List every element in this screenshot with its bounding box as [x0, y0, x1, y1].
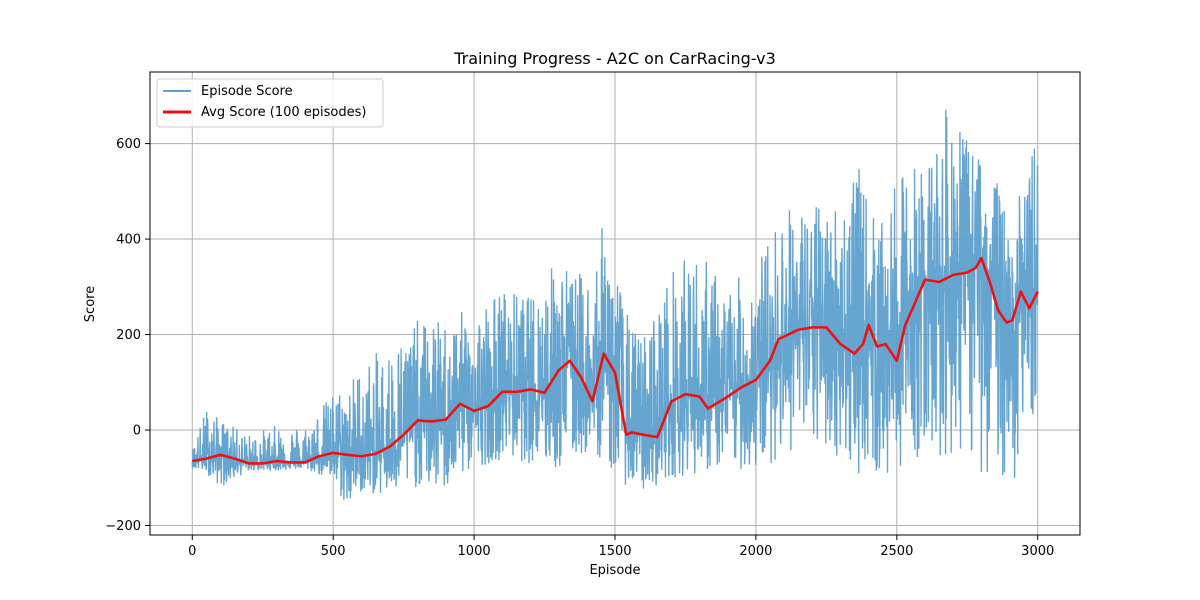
x-tick-label: 1000: [458, 544, 491, 559]
y-tick-label: 400: [116, 233, 141, 248]
x-tick-label: 0: [188, 544, 196, 559]
y-tick-label: −200: [105, 519, 141, 534]
avg-score-line: [192, 256, 1039, 465]
y-axis-ticks: −200 0 200 400 600: [105, 137, 150, 534]
x-tick-label: 500: [321, 544, 346, 559]
y-tick-label: 600: [116, 137, 141, 152]
x-tick-label: 1500: [598, 544, 631, 559]
legend-label-episode-score: Episode Score: [201, 84, 293, 99]
episode-score-line: [191, 109, 1039, 500]
avg-score-series: [192, 256, 1039, 465]
y-axis-label: Score: [83, 286, 98, 322]
legend: Episode Score Avg Score (100 episodes): [156, 78, 384, 128]
x-tick-label: 2500: [880, 544, 913, 559]
legend-box: [156, 78, 384, 128]
x-tick-label: 3000: [1021, 544, 1054, 559]
episode-score-series: [191, 109, 1039, 500]
x-tick-label: 2000: [739, 544, 772, 559]
x-axis-label: Episode: [589, 563, 640, 578]
y-tick-label: 0: [133, 423, 141, 438]
legend-label-avg-score: Avg Score (100 episodes): [201, 105, 366, 120]
y-tick-label: 200: [116, 328, 141, 343]
chart-title: Training Progress - A2C on CarRacing-v3: [453, 49, 776, 68]
x-axis-ticks: 0 500 1000 1500 2000 2500 3000: [188, 535, 1054, 559]
